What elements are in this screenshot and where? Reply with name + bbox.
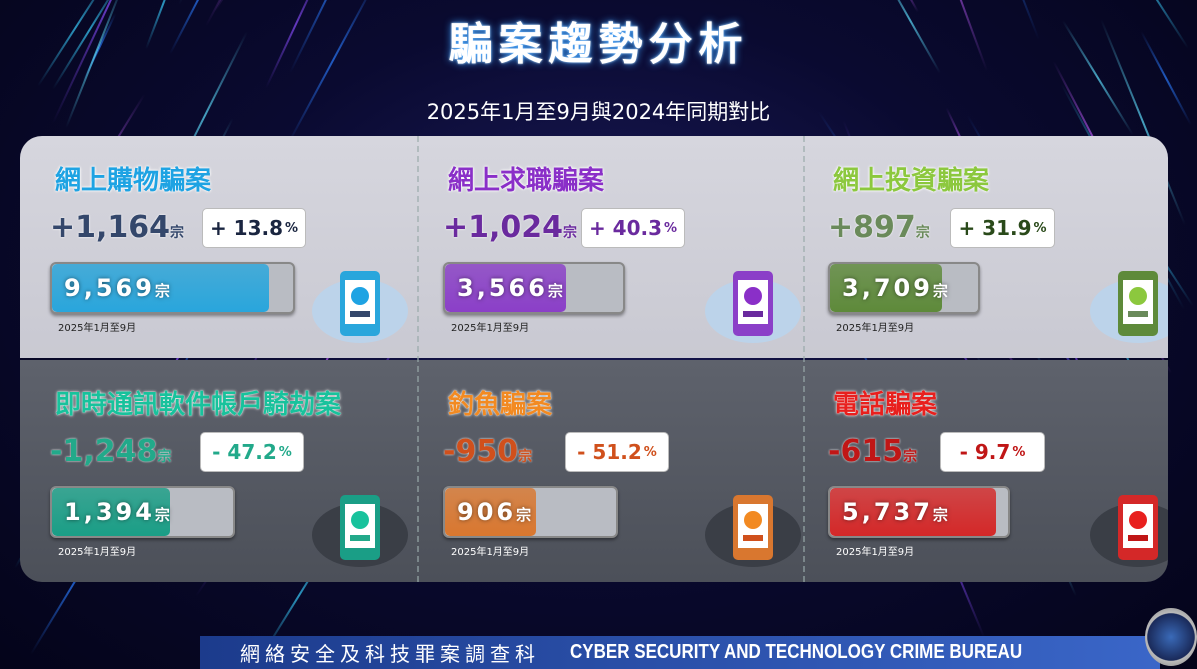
job-cv-icon	[703, 256, 803, 346]
total-cases: 3,709宗	[842, 274, 948, 302]
percent-value: + 31.9	[958, 216, 1031, 240]
total-cases-bar: 9,569宗	[50, 262, 295, 314]
divider	[803, 136, 805, 582]
row-decrease: 即時通訊軟件帳戶騎劫案 -1,248宗 - 47.2% 1,394宗 2025年…	[20, 360, 1168, 582]
percent-change-badge: - 51.2%	[565, 432, 669, 472]
unit: 宗	[516, 506, 531, 524]
total-cases: 9,569宗	[64, 274, 170, 302]
percent-change-badge: - 47.2%	[200, 432, 304, 472]
period-label: 2025年1月至9月	[836, 543, 914, 558]
percent-unit: %	[644, 445, 657, 460]
change-value: -950	[443, 434, 518, 469]
stat-card: 電話騙案 -615宗 - 9.7% 5,737宗 2025年1月至9月	[818, 360, 1168, 582]
total-cases: 1,394宗	[64, 498, 170, 526]
unit: 宗	[155, 282, 170, 300]
unit: 宗	[916, 225, 930, 241]
divider	[417, 136, 419, 582]
stat-card: 網上購物騙案 +1,164宗 + 13.8% 9,569宗 2025年1月至9月	[40, 136, 420, 358]
percent-change-badge: + 13.8%	[202, 208, 306, 248]
unit: 宗	[170, 225, 184, 241]
unit: 宗	[155, 506, 170, 524]
period-label: 2025年1月至9月	[836, 319, 914, 334]
row-increase: 網上購物騙案 +1,164宗 + 13.8% 9,569宗 2025年1月至9月…	[20, 136, 1168, 358]
period-label: 2025年1月至9月	[451, 543, 529, 558]
percent-unit: %	[279, 445, 292, 460]
percent-unit: %	[664, 221, 677, 236]
unit: 宗	[933, 506, 948, 524]
percent-change-badge: + 40.3%	[581, 208, 685, 248]
footer-zh: 網絡安全及科技罪案調查科	[240, 638, 540, 667]
period-label: 2025年1月至9月	[58, 319, 136, 334]
total-cases-bar: 1,394宗	[50, 486, 235, 538]
change-value: +1,024	[443, 210, 563, 245]
percent-unit: %	[1012, 445, 1025, 460]
case-change: +1,164宗	[50, 210, 184, 245]
stat-card: 釣魚騙案 -950宗 - 51.2% 906宗 2025年1月至9月	[433, 360, 813, 582]
footer-banner: 網絡安全及科技罪案調查科 CYBER SECURITY AND TECHNOLO…	[200, 636, 1160, 669]
percent-value: - 47.2	[212, 440, 277, 464]
bureau-logo	[1145, 608, 1197, 666]
footer-en: CYBER SECURITY AND TECHNOLOGY CRIME BURE…	[570, 641, 1022, 664]
total-value: 1,394	[64, 498, 155, 526]
total-cases: 3,566宗	[457, 274, 563, 302]
change-value: -615	[828, 434, 903, 469]
unit: 宗	[903, 449, 917, 465]
total-value: 906	[457, 498, 516, 526]
unit: 宗	[933, 282, 948, 300]
card-title: 網上求職騙案	[448, 160, 604, 197]
card-title: 網上投資騙案	[833, 160, 989, 197]
case-change: +897宗	[828, 210, 930, 245]
card-title: 電話騙案	[833, 384, 937, 421]
total-cases: 906宗	[457, 498, 531, 526]
phone-scam-icon	[1088, 480, 1168, 570]
percent-value: + 40.3	[589, 216, 662, 240]
period-label: 2025年1月至9月	[451, 319, 529, 334]
percent-change-badge: - 9.7%	[940, 432, 1045, 472]
total-value: 3,709	[842, 274, 933, 302]
percent-change-badge: + 31.9%	[950, 208, 1055, 248]
page-subtitle: 2025年1月至9月與2024年同期對比	[0, 96, 1197, 126]
phishing-email-icon	[703, 480, 803, 570]
percent-value: - 9.7	[960, 440, 1011, 464]
page-title: 騙案趨勢分析	[0, 8, 1197, 72]
percent-value: + 13.8	[210, 216, 283, 240]
total-cases-bar: 906宗	[443, 486, 618, 538]
card-title: 即時通訊軟件帳戶騎劫案	[55, 384, 341, 421]
unit: 宗	[563, 225, 577, 241]
percent-unit: %	[1034, 221, 1047, 236]
unit: 宗	[518, 449, 532, 465]
total-cases-bar: 3,566宗	[443, 262, 625, 314]
total-cases-bar: 5,737宗	[828, 486, 1010, 538]
percent-value: - 51.2	[577, 440, 642, 464]
case-change: -615宗	[828, 434, 917, 469]
total-cases-bar: 3,709宗	[828, 262, 980, 314]
case-change: -950宗	[443, 434, 532, 469]
online-shopping-pay-icon	[310, 256, 410, 346]
case-change: -1,248宗	[50, 434, 171, 469]
stats-panel: 網上購物騙案 +1,164宗 + 13.8% 9,569宗 2025年1月至9月…	[20, 136, 1168, 582]
stat-card: 網上投資騙案 +897宗 + 31.9% 3,709宗 2025年1月至9月	[818, 136, 1168, 358]
percent-unit: %	[285, 221, 298, 236]
stat-card: 網上求職騙案 +1,024宗 + 40.3% 3,566宗 2025年1月至9月	[433, 136, 813, 358]
total-value: 5,737	[842, 498, 933, 526]
change-value: +897	[828, 210, 916, 245]
unit: 宗	[548, 282, 563, 300]
period-label: 2025年1月至9月	[58, 543, 136, 558]
total-cases: 5,737宗	[842, 498, 948, 526]
unit: 宗	[157, 449, 171, 465]
total-value: 3,566	[457, 274, 548, 302]
total-value: 9,569	[64, 274, 155, 302]
stat-card: 即時通訊軟件帳戶騎劫案 -1,248宗 - 47.2% 1,394宗 2025年…	[40, 360, 420, 582]
change-value: -1,248	[50, 434, 157, 469]
account-hijack-icon	[310, 480, 410, 570]
change-value: +1,164	[50, 210, 170, 245]
card-title: 釣魚騙案	[448, 384, 552, 421]
case-change: +1,024宗	[443, 210, 577, 245]
card-title: 網上購物騙案	[55, 160, 211, 197]
money-bag-growth-icon	[1088, 256, 1168, 346]
